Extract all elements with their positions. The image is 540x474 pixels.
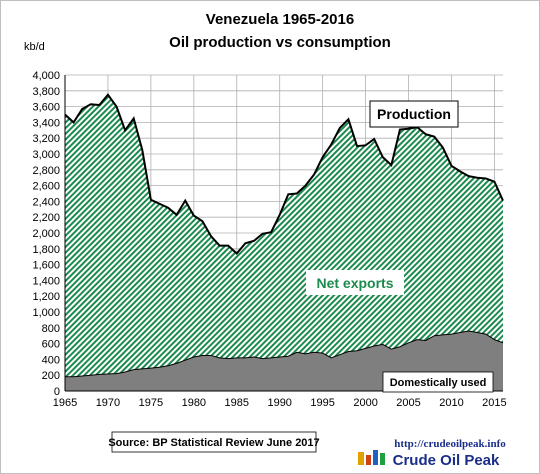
y-tick-label: 0 <box>54 386 60 398</box>
logo: http://crudeoilpeak.info Crude Oil Peak <box>358 438 506 469</box>
y-tick-labels: 0 200 400 600 800 1,000 1,200 1,400 1,600 1,800 2,… <box>32 70 60 398</box>
x-tick-label: 2000 <box>353 397 377 409</box>
x-tick-label: 1985 <box>225 397 249 409</box>
y-tick-label: 2,600 <box>32 181 60 193</box>
net-exports-label-box <box>306 270 404 295</box>
x-tick-label: 2015 <box>482 397 506 409</box>
x-tick-label: 1995 <box>310 397 334 409</box>
domestic-label-box <box>382 371 494 393</box>
domestic-line <box>65 330 504 378</box>
y-tick-label: 200 <box>42 370 60 382</box>
y-tick-label: 4,000 <box>32 70 60 82</box>
x-tick-label: 1975 <box>139 397 163 409</box>
source-text: Source: BP Statistical Review June 2017 <box>108 437 319 449</box>
y-tick-label: 1,800 <box>32 244 60 256</box>
x-tick-label: 1990 <box>267 397 291 409</box>
y-tick-label: 1,200 <box>32 291 60 303</box>
x-tick-labels: 1965 1970 1975 1980 1985 1990 1995 2000 2005 2010… <box>53 397 507 409</box>
y-tick-label: 2,400 <box>32 196 60 208</box>
net-exports-label: Net exports <box>316 275 393 291</box>
x-tick-label: 1980 <box>182 397 206 409</box>
x-tick-label: 2005 <box>396 397 420 409</box>
y-axis-unit: kb/d <box>24 41 45 53</box>
y-tick-label: 2,800 <box>32 165 60 177</box>
y-tick-label: 3,400 <box>32 117 60 129</box>
y-tick-label: 1,400 <box>32 275 60 287</box>
y-tick-label: 2,200 <box>32 212 60 224</box>
y-tick-label: 3,200 <box>32 133 60 145</box>
oil-derrick-icon <box>358 450 385 465</box>
domestic-label: Domestically used <box>390 377 487 389</box>
y-tick-label: 3,000 <box>32 149 60 161</box>
y-tick-label: 3,800 <box>32 86 60 98</box>
y-tick-label: 3,600 <box>32 102 60 114</box>
x-tick-label: 2010 <box>439 397 463 409</box>
source-box <box>111 431 317 453</box>
plot-lines <box>64 93 504 378</box>
y-tick-label: 1,000 <box>32 307 60 319</box>
y-tick-label: 2,000 <box>32 228 60 240</box>
net-exports-area <box>65 94 503 391</box>
logo-name: Crude Oil Peak <box>393 452 500 469</box>
production-line <box>64 93 504 255</box>
x-tick-label: 1970 <box>96 397 120 409</box>
logo-url: http://crudeoilpeak.info <box>394 438 506 450</box>
production-label-box <box>369 100 459 128</box>
y-tick-label: 800 <box>42 323 60 335</box>
y-tick-label: 600 <box>42 339 60 351</box>
x-tick-label: 1965 <box>53 397 77 409</box>
production-label: Production <box>377 106 451 122</box>
y-tick-label: 400 <box>42 354 60 366</box>
chart-title: Venezuela 1965-2016 <box>206 11 354 28</box>
y-tick-label: 1,600 <box>32 260 60 272</box>
chart-subtitle: Oil production vs consumption <box>169 34 391 51</box>
